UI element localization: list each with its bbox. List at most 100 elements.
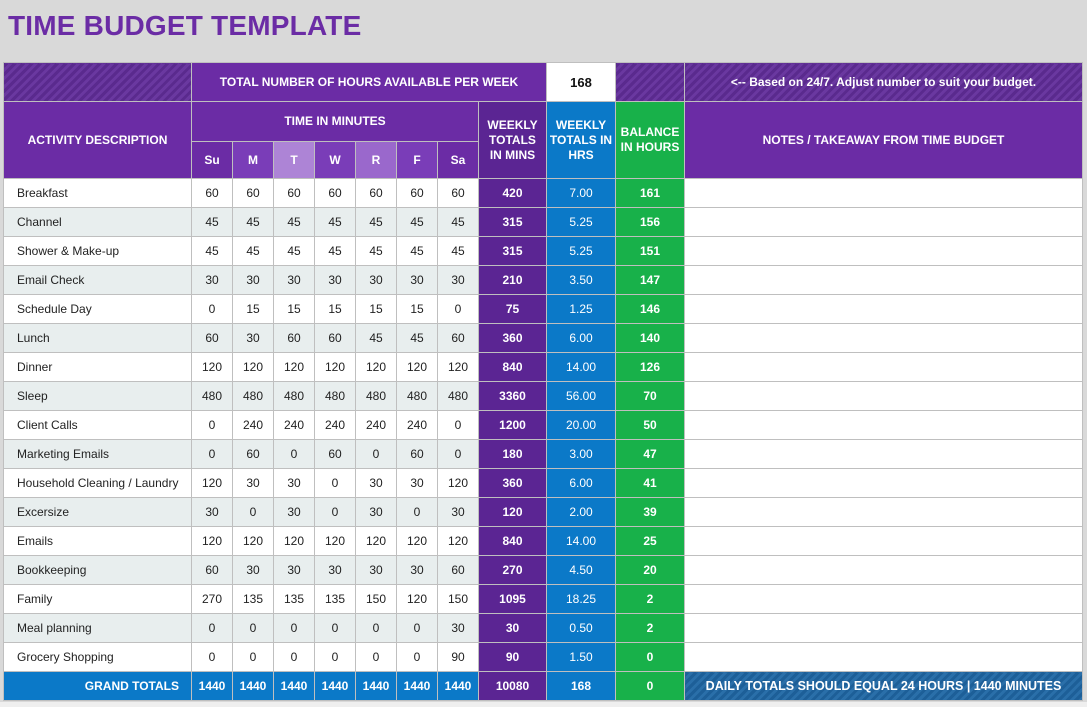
activity-cell[interactable]: Household Cleaning / Laundry bbox=[3, 468, 192, 498]
notes-cell[interactable] bbox=[684, 410, 1083, 440]
minutes-cell[interactable]: 60 bbox=[437, 178, 479, 208]
minutes-cell[interactable]: 480 bbox=[437, 381, 479, 411]
activity-cell[interactable]: Lunch bbox=[3, 323, 192, 353]
notes-cell[interactable] bbox=[684, 642, 1083, 672]
minutes-cell[interactable]: 60 bbox=[396, 439, 438, 469]
notes-cell[interactable] bbox=[684, 584, 1083, 614]
minutes-cell[interactable]: 0 bbox=[396, 642, 438, 672]
minutes-cell[interactable]: 240 bbox=[232, 410, 274, 440]
minutes-cell[interactable]: 30 bbox=[355, 555, 397, 585]
minutes-cell[interactable]: 60 bbox=[191, 323, 233, 353]
minutes-cell[interactable]: 45 bbox=[232, 207, 274, 237]
minutes-cell[interactable]: 15 bbox=[232, 294, 274, 324]
minutes-cell[interactable]: 30 bbox=[273, 555, 315, 585]
activity-cell[interactable]: Emails bbox=[3, 526, 192, 556]
activity-cell[interactable]: Meal planning bbox=[3, 613, 192, 643]
minutes-cell[interactable]: 0 bbox=[191, 613, 233, 643]
activity-cell[interactable]: Shower & Make-up bbox=[3, 236, 192, 266]
notes-cell[interactable] bbox=[684, 555, 1083, 585]
minutes-cell[interactable]: 45 bbox=[396, 323, 438, 353]
minutes-cell[interactable]: 120 bbox=[396, 352, 438, 382]
activity-cell[interactable]: Family bbox=[3, 584, 192, 614]
minutes-cell[interactable]: 45 bbox=[437, 236, 479, 266]
minutes-cell[interactable]: 45 bbox=[314, 236, 356, 266]
minutes-cell[interactable]: 45 bbox=[273, 207, 315, 237]
notes-cell[interactable] bbox=[684, 613, 1083, 643]
minutes-cell[interactable]: 120 bbox=[273, 352, 315, 382]
notes-cell[interactable] bbox=[684, 381, 1083, 411]
minutes-cell[interactable]: 240 bbox=[396, 410, 438, 440]
minutes-cell[interactable]: 135 bbox=[273, 584, 315, 614]
minutes-cell[interactable]: 45 bbox=[191, 236, 233, 266]
minutes-cell[interactable]: 15 bbox=[273, 294, 315, 324]
minutes-cell[interactable]: 135 bbox=[314, 584, 356, 614]
activity-cell[interactable]: Schedule Day bbox=[3, 294, 192, 324]
minutes-cell[interactable]: 120 bbox=[191, 468, 233, 498]
notes-cell[interactable] bbox=[684, 323, 1083, 353]
minutes-cell[interactable]: 270 bbox=[191, 584, 233, 614]
minutes-cell[interactable]: 45 bbox=[232, 236, 274, 266]
minutes-cell[interactable]: 60 bbox=[355, 178, 397, 208]
minutes-cell[interactable]: 30 bbox=[314, 265, 356, 295]
minutes-cell[interactable]: 120 bbox=[437, 526, 479, 556]
minutes-cell[interactable]: 120 bbox=[191, 526, 233, 556]
minutes-cell[interactable]: 120 bbox=[232, 526, 274, 556]
minutes-cell[interactable]: 480 bbox=[396, 381, 438, 411]
minutes-cell[interactable]: 30 bbox=[232, 468, 274, 498]
minutes-cell[interactable]: 0 bbox=[232, 642, 274, 672]
minutes-cell[interactable]: 0 bbox=[314, 613, 356, 643]
minutes-cell[interactable]: 135 bbox=[232, 584, 274, 614]
minutes-cell[interactable]: 240 bbox=[355, 410, 397, 440]
minutes-cell[interactable]: 45 bbox=[355, 323, 397, 353]
notes-cell[interactable] bbox=[684, 207, 1083, 237]
minutes-cell[interactable]: 240 bbox=[314, 410, 356, 440]
minutes-cell[interactable]: 30 bbox=[191, 497, 233, 527]
minutes-cell[interactable]: 0 bbox=[232, 613, 274, 643]
minutes-cell[interactable]: 60 bbox=[273, 323, 315, 353]
minutes-cell[interactable]: 30 bbox=[355, 497, 397, 527]
minutes-cell[interactable]: 0 bbox=[396, 613, 438, 643]
minutes-cell[interactable]: 45 bbox=[191, 207, 233, 237]
minutes-cell[interactable]: 30 bbox=[232, 265, 274, 295]
minutes-cell[interactable]: 120 bbox=[355, 352, 397, 382]
minutes-cell[interactable]: 30 bbox=[191, 265, 233, 295]
minutes-cell[interactable]: 60 bbox=[232, 439, 274, 469]
notes-cell[interactable] bbox=[684, 178, 1083, 208]
minutes-cell[interactable]: 60 bbox=[191, 178, 233, 208]
minutes-cell[interactable]: 30 bbox=[396, 468, 438, 498]
minutes-cell[interactable]: 150 bbox=[437, 584, 479, 614]
minutes-cell[interactable]: 30 bbox=[437, 497, 479, 527]
minutes-cell[interactable]: 120 bbox=[355, 526, 397, 556]
activity-cell[interactable]: Excersize bbox=[3, 497, 192, 527]
minutes-cell[interactable]: 60 bbox=[396, 178, 438, 208]
minutes-cell[interactable]: 480 bbox=[273, 381, 315, 411]
minutes-cell[interactable]: 30 bbox=[273, 497, 315, 527]
notes-cell[interactable] bbox=[684, 497, 1083, 527]
minutes-cell[interactable]: 30 bbox=[273, 468, 315, 498]
minutes-cell[interactable]: 120 bbox=[396, 584, 438, 614]
notes-cell[interactable] bbox=[684, 439, 1083, 469]
minutes-cell[interactable]: 90 bbox=[437, 642, 479, 672]
minutes-cell[interactable]: 45 bbox=[355, 236, 397, 266]
minutes-cell[interactable]: 480 bbox=[355, 381, 397, 411]
minutes-cell[interactable]: 120 bbox=[314, 352, 356, 382]
minutes-cell[interactable]: 120 bbox=[437, 352, 479, 382]
minutes-cell[interactable]: 60 bbox=[314, 178, 356, 208]
minutes-cell[interactable]: 30 bbox=[355, 468, 397, 498]
activity-cell[interactable]: Dinner bbox=[3, 352, 192, 382]
activity-cell[interactable]: Marketing Emails bbox=[3, 439, 192, 469]
minutes-cell[interactable]: 0 bbox=[191, 642, 233, 672]
notes-cell[interactable] bbox=[684, 352, 1083, 382]
minutes-cell[interactable]: 30 bbox=[273, 265, 315, 295]
minutes-cell[interactable]: 30 bbox=[437, 265, 479, 295]
minutes-cell[interactable]: 30 bbox=[396, 555, 438, 585]
minutes-cell[interactable]: 15 bbox=[314, 294, 356, 324]
activity-cell[interactable]: Grocery Shopping bbox=[3, 642, 192, 672]
minutes-cell[interactable]: 30 bbox=[314, 555, 356, 585]
minutes-cell[interactable]: 45 bbox=[396, 236, 438, 266]
activity-cell[interactable]: Channel bbox=[3, 207, 192, 237]
notes-cell[interactable] bbox=[684, 526, 1083, 556]
minutes-cell[interactable]: 45 bbox=[273, 236, 315, 266]
minutes-cell[interactable]: 60 bbox=[437, 555, 479, 585]
hours-available-input[interactable]: 168 bbox=[546, 62, 616, 102]
